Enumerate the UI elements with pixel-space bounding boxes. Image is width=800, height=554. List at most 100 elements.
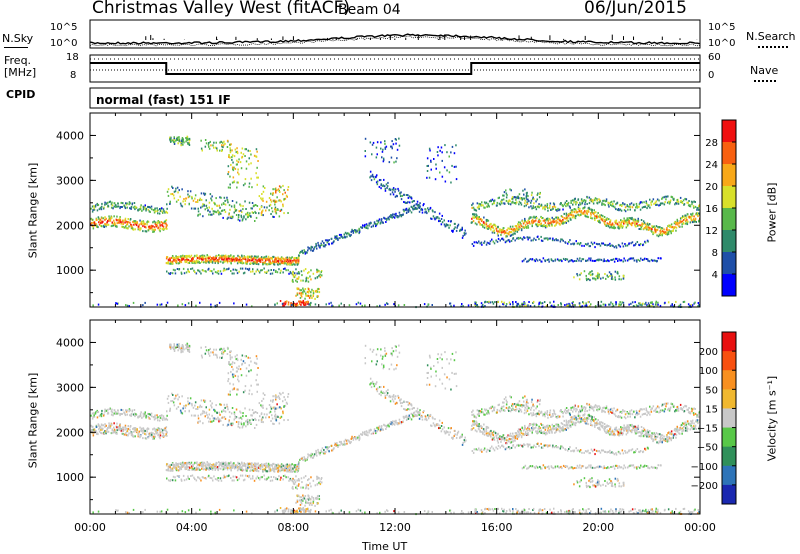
power-cell bbox=[229, 208, 231, 211]
power-cell bbox=[340, 302, 342, 305]
power-cell bbox=[202, 203, 204, 206]
power-cell bbox=[205, 270, 207, 273]
power-cell bbox=[304, 280, 307, 283]
velocity-cell bbox=[211, 467, 214, 470]
power-cell bbox=[606, 274, 608, 277]
power-cell bbox=[471, 217, 473, 220]
velocity-cell bbox=[286, 468, 289, 471]
power-cell bbox=[518, 203, 520, 206]
velocity-cell bbox=[98, 428, 100, 431]
velocity-cell bbox=[92, 428, 95, 431]
power-cell bbox=[249, 150, 251, 152]
power-cell bbox=[427, 209, 430, 211]
power-cell bbox=[186, 258, 188, 261]
power-cell bbox=[318, 270, 320, 273]
power-cell bbox=[624, 259, 627, 262]
velocity-cell bbox=[274, 478, 277, 480]
power-cell bbox=[217, 260, 220, 263]
velocity-cell bbox=[130, 431, 132, 434]
velocity-cell bbox=[235, 464, 238, 467]
power-cell bbox=[290, 302, 292, 304]
power-cell bbox=[246, 262, 248, 265]
power-cell bbox=[629, 257, 631, 260]
power-cell bbox=[313, 246, 316, 249]
power-cell bbox=[128, 225, 130, 228]
power-cell bbox=[318, 245, 320, 248]
velocity-cell bbox=[129, 414, 131, 417]
velocity-cell bbox=[196, 464, 199, 466]
power-cell bbox=[631, 216, 633, 219]
power-cell bbox=[209, 213, 212, 216]
power-cell bbox=[201, 260, 203, 263]
power-cell bbox=[231, 272, 233, 275]
power-cell bbox=[693, 220, 695, 223]
power-cell bbox=[262, 214, 264, 217]
power-cell bbox=[628, 217, 630, 219]
power-cell bbox=[539, 301, 541, 304]
power-cell bbox=[516, 304, 518, 307]
velocity-cell bbox=[166, 434, 168, 437]
power-cell bbox=[272, 188, 274, 191]
velocity-cell bbox=[298, 466, 300, 468]
power-cell bbox=[233, 258, 235, 261]
velocity-cell bbox=[102, 427, 104, 430]
power-cell bbox=[334, 237, 336, 240]
velocity-cell bbox=[120, 429, 122, 432]
power-cell bbox=[590, 209, 593, 212]
power-cell bbox=[195, 260, 197, 263]
power-cell bbox=[679, 196, 682, 199]
power-cell bbox=[221, 203, 223, 206]
velocity-cell bbox=[133, 409, 136, 411]
power-cell bbox=[166, 203, 168, 206]
power-cell bbox=[616, 208, 619, 211]
power-cell bbox=[537, 235, 539, 238]
power-cell bbox=[423, 203, 425, 205]
power-cell bbox=[527, 224, 529, 227]
power-cell bbox=[259, 259, 262, 262]
power-cell bbox=[620, 278, 622, 281]
power-cell bbox=[551, 220, 553, 223]
power-cell bbox=[503, 191, 506, 194]
power-cell bbox=[295, 259, 297, 262]
velocity-cell bbox=[138, 434, 140, 437]
power-cell bbox=[555, 216, 557, 219]
velocity-cell bbox=[292, 467, 294, 470]
power-cell bbox=[529, 216, 531, 219]
power-cell bbox=[284, 300, 287, 303]
power-cell bbox=[157, 222, 159, 225]
power-cell bbox=[125, 220, 128, 223]
power-cell bbox=[656, 260, 658, 262]
power-cell bbox=[396, 215, 399, 217]
velocity-cell bbox=[101, 427, 103, 430]
power-cell bbox=[165, 219, 168, 222]
power-cell bbox=[181, 140, 184, 143]
power-cell bbox=[208, 145, 210, 148]
power-cell bbox=[111, 221, 113, 224]
velocity-cell bbox=[222, 476, 225, 479]
power-cell bbox=[145, 226, 147, 229]
power-cell bbox=[660, 228, 662, 231]
power-cell bbox=[251, 186, 253, 189]
velocity-cell bbox=[269, 466, 271, 469]
power-cell bbox=[611, 278, 614, 281]
velocity-cell bbox=[174, 465, 176, 468]
power-cell bbox=[171, 272, 174, 275]
power-cell bbox=[412, 208, 414, 211]
power-cell bbox=[521, 198, 523, 201]
velocity-cell bbox=[110, 413, 113, 416]
velocity-cell bbox=[161, 414, 163, 417]
power-cell bbox=[659, 304, 662, 307]
power-cell bbox=[269, 198, 272, 201]
power-cell bbox=[560, 258, 562, 261]
velocity-cell bbox=[214, 468, 216, 471]
power-cell bbox=[407, 210, 410, 213]
power-cell bbox=[326, 239, 328, 242]
power-cell bbox=[243, 215, 245, 218]
power-cell bbox=[661, 197, 663, 200]
velocity-cell bbox=[205, 406, 207, 409]
power-cell bbox=[191, 195, 193, 198]
power-cell bbox=[478, 207, 480, 210]
velocity-cell bbox=[191, 467, 194, 469]
velocity-cell bbox=[170, 463, 173, 466]
power-cell bbox=[610, 277, 613, 280]
